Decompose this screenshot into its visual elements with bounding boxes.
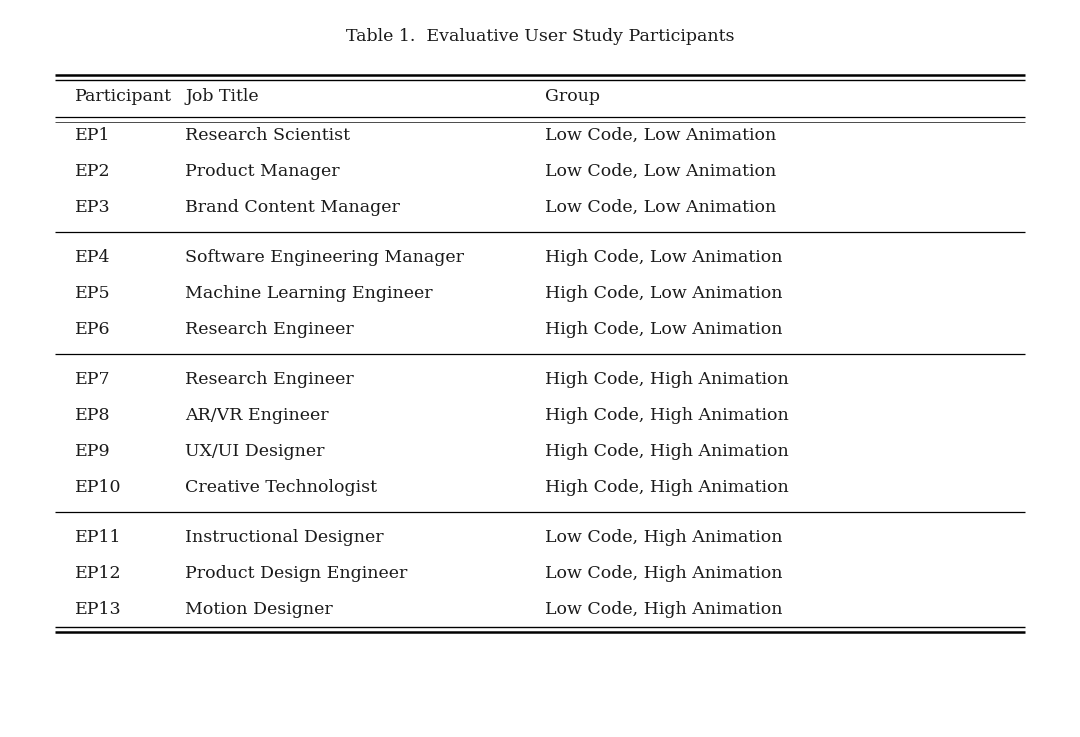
Text: EP8: EP8	[75, 407, 110, 424]
Text: Product Manager: Product Manager	[185, 162, 339, 180]
Text: Participant: Participant	[75, 88, 172, 105]
Text: Low Code, High Animation: Low Code, High Animation	[545, 528, 783, 545]
Text: UX/UI Designer: UX/UI Designer	[185, 442, 324, 459]
Text: High Code, Low Animation: High Code, Low Animation	[545, 248, 783, 265]
Text: High Code, High Animation: High Code, High Animation	[545, 442, 788, 459]
Text: High Code, Low Animation: High Code, Low Animation	[545, 284, 783, 301]
Text: High Code, High Animation: High Code, High Animation	[545, 371, 788, 388]
Text: Job Title: Job Title	[185, 88, 258, 105]
Text: Creative Technologist: Creative Technologist	[185, 478, 377, 495]
Text: Product Design Engineer: Product Design Engineer	[185, 565, 407, 581]
Text: Brand Content Manager: Brand Content Manager	[185, 198, 400, 215]
Text: Table 1.  Evaluative User Study Participants: Table 1. Evaluative User Study Participa…	[346, 28, 734, 45]
Text: EP2: EP2	[75, 162, 110, 180]
Text: EP1: EP1	[75, 127, 110, 144]
Text: Low Code, Low Animation: Low Code, Low Animation	[545, 198, 777, 215]
Text: Software Engineering Manager: Software Engineering Manager	[185, 248, 464, 265]
Text: High Code, High Animation: High Code, High Animation	[545, 407, 788, 424]
Text: Research Scientist: Research Scientist	[185, 127, 350, 144]
Text: High Code, Low Animation: High Code, Low Animation	[545, 321, 783, 338]
Text: AR/VR Engineer: AR/VR Engineer	[185, 407, 328, 424]
Text: EP11: EP11	[75, 528, 121, 545]
Text: High Code, High Animation: High Code, High Animation	[545, 478, 788, 495]
Text: Group: Group	[545, 88, 600, 105]
Text: EP10: EP10	[75, 478, 121, 495]
Text: Research Engineer: Research Engineer	[185, 371, 354, 388]
Text: EP13: EP13	[75, 601, 122, 618]
Text: Low Code, High Animation: Low Code, High Animation	[545, 601, 783, 618]
Text: EP4: EP4	[75, 248, 110, 265]
Text: Low Code, High Animation: Low Code, High Animation	[545, 565, 783, 581]
Text: Low Code, Low Animation: Low Code, Low Animation	[545, 162, 777, 180]
Text: Motion Designer: Motion Designer	[185, 601, 333, 618]
Text: EP3: EP3	[75, 198, 110, 215]
Text: EP5: EP5	[75, 284, 110, 301]
Text: Machine Learning Engineer: Machine Learning Engineer	[185, 284, 433, 301]
Text: EP7: EP7	[75, 371, 110, 388]
Text: Instructional Designer: Instructional Designer	[185, 528, 383, 545]
Text: EP9: EP9	[75, 442, 110, 459]
Text: EP6: EP6	[75, 321, 110, 338]
Text: Low Code, Low Animation: Low Code, Low Animation	[545, 127, 777, 144]
Text: EP12: EP12	[75, 565, 122, 581]
Text: Research Engineer: Research Engineer	[185, 321, 354, 338]
